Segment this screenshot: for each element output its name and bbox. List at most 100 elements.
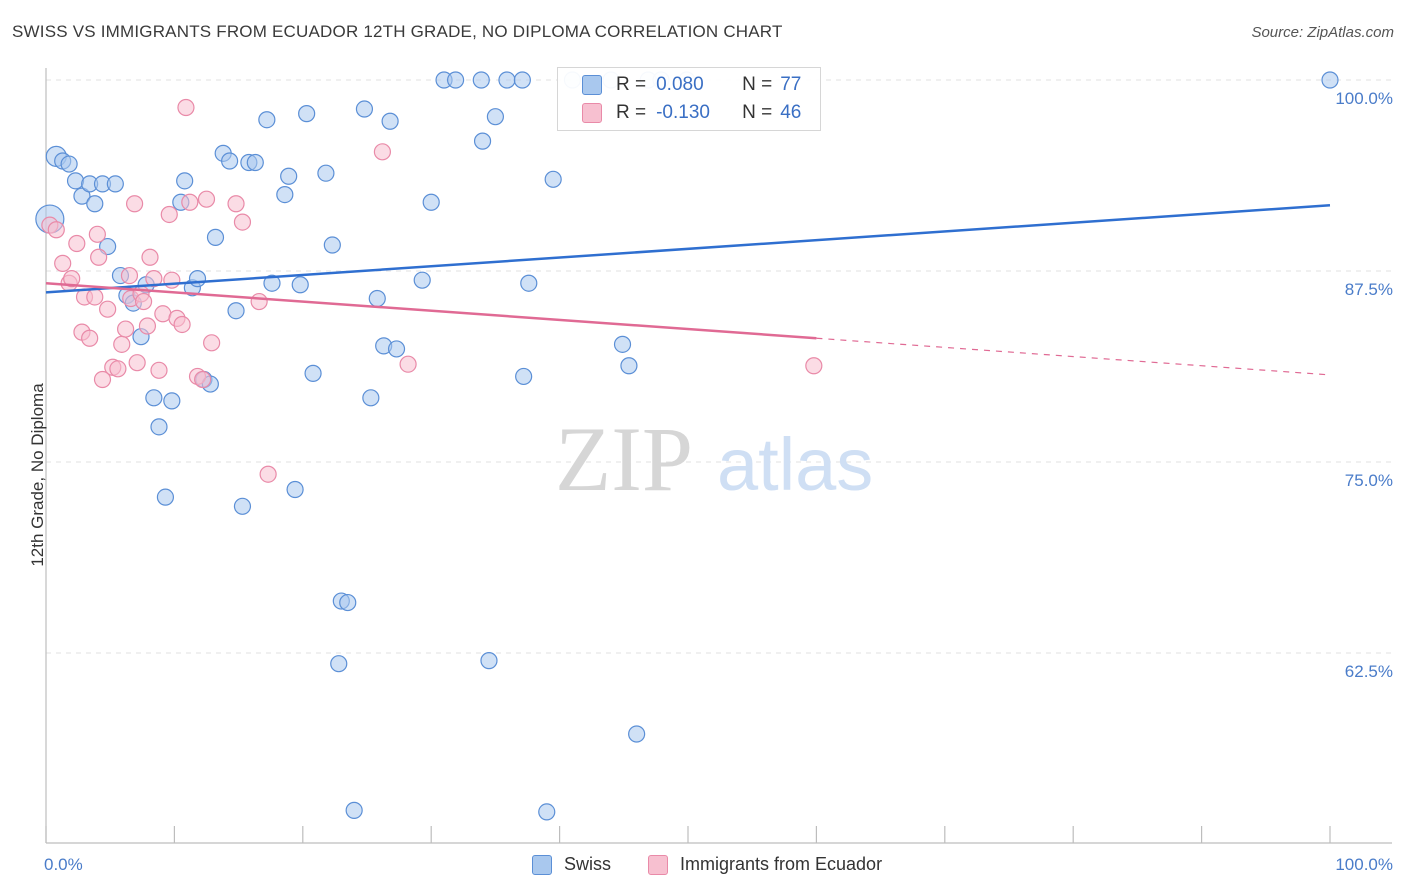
swiss-r-value: 0.080 bbox=[656, 74, 704, 95]
swiss-point bbox=[339, 593, 357, 612]
swiss-point bbox=[106, 175, 124, 193]
swiss-point bbox=[323, 236, 341, 254]
swiss-point bbox=[515, 367, 533, 386]
ecuador-point bbox=[197, 190, 216, 208]
swiss-point bbox=[480, 652, 498, 670]
swiss-point bbox=[221, 152, 239, 170]
x-tick-labels: 0.0% 100.0% bbox=[44, 855, 1393, 874]
swiss-point bbox=[263, 274, 281, 292]
swiss-point bbox=[206, 228, 225, 246]
ecuador-point bbox=[63, 270, 81, 288]
swiss-point bbox=[145, 389, 163, 407]
swiss-point bbox=[291, 276, 309, 294]
ecuador-swatch-icon bbox=[582, 103, 602, 123]
swiss-point bbox=[473, 132, 492, 150]
ecuador-point bbox=[54, 254, 72, 272]
swiss-point bbox=[520, 274, 538, 292]
ecuador-trend-extension bbox=[816, 337, 1331, 376]
swiss-point bbox=[1321, 71, 1339, 89]
swiss-point bbox=[368, 289, 386, 308]
swiss-point bbox=[513, 71, 531, 89]
swiss-point bbox=[86, 195, 104, 213]
trend-lines bbox=[45, 204, 1331, 376]
ecuador-point bbox=[138, 317, 157, 335]
ecuador-point bbox=[203, 334, 221, 352]
swiss-point bbox=[498, 71, 516, 89]
chart-title: SWISS VS IMMIGRANTS FROM ECUADOR 12TH GR… bbox=[12, 22, 783, 41]
ecuador-point bbox=[117, 320, 135, 338]
legend-item-ecuador[interactable]: Immigrants from Ecuador bbox=[648, 854, 882, 875]
y-tick-label: 100.0% bbox=[1335, 89, 1393, 108]
ecuador-point bbox=[194, 370, 212, 389]
ecuador-point bbox=[160, 205, 178, 224]
swiss-n-value: 77 bbox=[780, 74, 802, 95]
axes bbox=[45, 68, 1392, 844]
watermark-atlas: atlas bbox=[717, 423, 873, 506]
ecuador-point bbox=[373, 143, 392, 161]
swiss-point bbox=[387, 340, 406, 358]
ecuador-point bbox=[259, 465, 277, 483]
stats-row-swiss: R = 0.080 N = 77 bbox=[582, 74, 801, 96]
swiss-point bbox=[381, 112, 399, 130]
ecuador-point bbox=[120, 266, 139, 285]
swiss-point bbox=[422, 193, 440, 211]
swiss-n-label: N = bbox=[742, 74, 773, 95]
swiss-point bbox=[176, 172, 194, 190]
swiss-point bbox=[163, 392, 181, 410]
ecuador-point bbox=[113, 335, 131, 353]
bottom-legend: Swiss Immigrants from Ecuador bbox=[0, 850, 1406, 880]
legend-label-ecuador: Immigrants from Ecuador bbox=[680, 854, 883, 874]
swiss-point bbox=[544, 170, 562, 188]
swiss-swatch-icon bbox=[582, 75, 602, 95]
swiss-point bbox=[276, 186, 294, 204]
ecuador-point bbox=[68, 234, 86, 253]
legend-item-swiss[interactable]: Swiss bbox=[532, 854, 611, 875]
swiss-point bbox=[413, 271, 431, 289]
ecuador-point bbox=[128, 354, 146, 372]
swiss-point bbox=[233, 497, 252, 515]
swiss-trend-line bbox=[45, 204, 1331, 294]
watermark-zip: ZIP bbox=[555, 408, 693, 510]
ecuador-point bbox=[181, 193, 199, 211]
swiss-point bbox=[628, 725, 646, 743]
ecuador-point bbox=[109, 360, 127, 378]
y-axis-label: 12th Grade, No Diploma bbox=[28, 383, 47, 567]
ecuador-point bbox=[134, 292, 153, 311]
ecuador-point bbox=[233, 213, 252, 231]
ecuador-point bbox=[93, 370, 112, 389]
ecuador-point bbox=[99, 300, 117, 318]
swiss-r-label: R = bbox=[616, 74, 647, 95]
stats-legend-box: R = 0.080 N = 77 R = -0.130 N = 46 bbox=[557, 67, 821, 131]
swiss-point bbox=[446, 71, 465, 89]
ecuador-point bbox=[227, 195, 245, 213]
ecuador-n-label: N = bbox=[742, 102, 773, 123]
swiss-point bbox=[227, 302, 245, 320]
ecuador-r-label: R = bbox=[616, 102, 647, 123]
ecuador-point bbox=[173, 315, 191, 334]
swiss-point bbox=[362, 389, 380, 407]
swiss-point bbox=[298, 105, 316, 123]
stats-row-ecuador: R = -0.130 N = 46 bbox=[582, 102, 801, 124]
ecuador-point bbox=[88, 225, 106, 243]
swiss-point bbox=[613, 335, 632, 353]
swiss-point bbox=[258, 111, 276, 129]
y-tick-label: 75.0% bbox=[1345, 471, 1393, 490]
swiss-point bbox=[486, 108, 504, 126]
source-label: Source: ZipAtlas.com bbox=[1251, 24, 1394, 41]
ecuador-point bbox=[81, 329, 99, 347]
x-tick-label-min: 0.0% bbox=[44, 855, 83, 874]
ecuador-point bbox=[86, 288, 104, 306]
ecuador-trend-line bbox=[45, 281, 817, 340]
ecuador-r-value: -0.130 bbox=[656, 102, 710, 123]
legend-label-swiss: Swiss bbox=[564, 854, 612, 874]
ecuador-point bbox=[145, 270, 163, 288]
ecuador-point bbox=[125, 195, 144, 213]
ecuador-point bbox=[250, 292, 268, 311]
swiss-point bbox=[538, 803, 556, 821]
grid-lines bbox=[46, 79, 1392, 654]
swiss-point bbox=[66, 172, 85, 190]
swiss-point bbox=[156, 488, 175, 506]
watermark: ZIP atlas bbox=[555, 408, 873, 510]
ecuador-point bbox=[163, 271, 181, 289]
